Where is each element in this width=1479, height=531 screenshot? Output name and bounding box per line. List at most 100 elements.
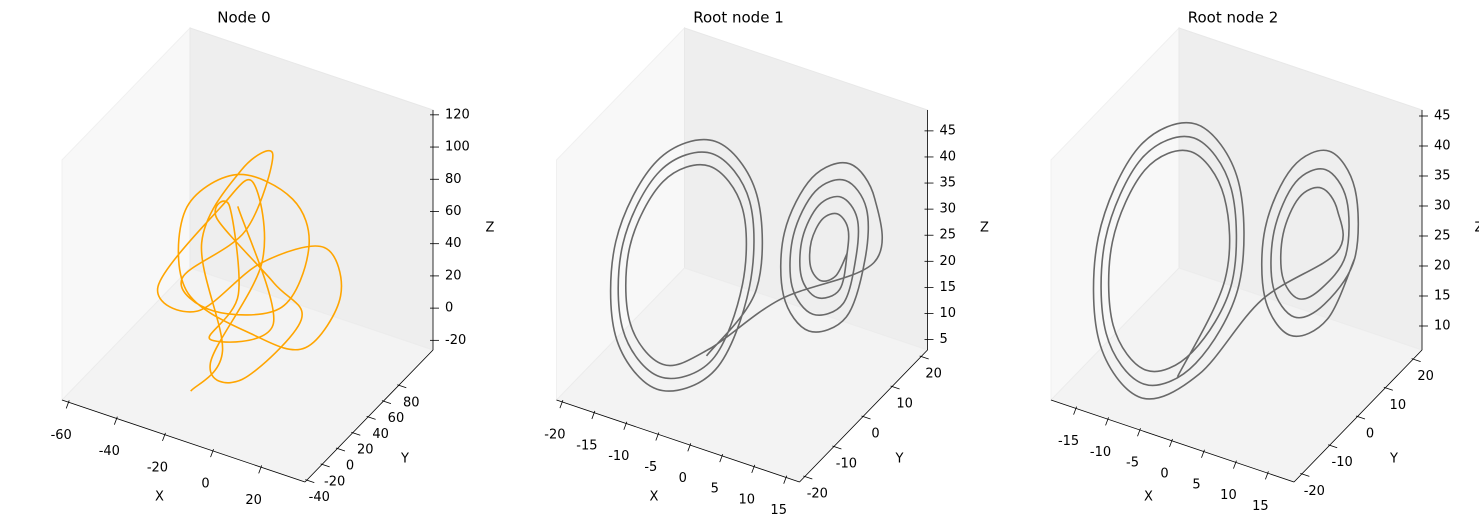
x-tick-label: -40 [99,444,120,459]
z-tick-label: 120 [445,107,470,122]
x-tick [1201,449,1205,458]
y-tick [832,445,842,450]
z-tick-label: 15 [940,280,957,295]
y-tick [919,355,929,360]
y-tick [351,431,361,436]
y-axis-label: Y [1389,452,1398,467]
x-axis-label: X [650,490,659,505]
x-tick [113,416,118,425]
z-tick-label: 15 [1434,289,1451,304]
x-tick [1169,438,1173,448]
y-tick [381,400,392,404]
y-tick [890,385,900,390]
y-tick [1355,415,1366,420]
y-tick [335,447,346,452]
z-tick-label: 80 [445,172,462,187]
y-tick-label: 0 [1366,427,1374,442]
z-tick-label: -20 [445,333,466,348]
y-tick-label: 10 [896,397,913,412]
y-tick-label: -10 [1332,455,1353,470]
x-tick [1233,460,1237,469]
x-axis [1050,399,1295,483]
x-tick [162,432,166,442]
x-tick [783,475,788,484]
x-tick-label: -15 [1058,434,1079,449]
x-tick [258,465,263,474]
x-tick-label: 20 [245,493,262,508]
z-tick-label: 30 [940,202,957,217]
y-tick-label: 0 [346,459,354,474]
trajectory [157,149,343,392]
y-tick-label: 20 [925,367,942,382]
y-axis [1293,349,1423,483]
y-tick-label: 20 [1417,369,1434,384]
y-tick [1383,386,1393,391]
x-tick-label: 5 [1192,477,1200,492]
y-tick [397,384,407,389]
x-tick [210,449,214,458]
z-tick-label: 35 [1434,169,1451,184]
y-tick [861,415,871,420]
y-tick-label: 0 [871,427,879,442]
z-tick-label: 40 [1434,139,1451,154]
z-tick-label: 35 [940,176,957,191]
x-tick-label: -15 [576,438,597,453]
x-tick-label: -20 [147,460,168,475]
panel: -20 -15 -10 -5 0 5 10 15 -20 -10 0 10 20 5 10 15 20 25 30 3… [544,9,989,519]
x-axis [61,399,306,483]
y-tick-label: -10 [836,457,857,472]
z-tick-label: 60 [445,204,462,219]
x-tick [1137,428,1141,437]
trajectory [1092,121,1360,400]
z-tick-label: 20 [940,254,957,269]
x-tick [559,400,564,409]
x-tick-label: 0 [201,477,209,492]
x-tick [751,464,756,474]
x-tick-label: 15 [770,503,787,518]
y-tick [803,475,813,480]
y-tick [305,479,315,484]
chart-title: Root node 2 [1188,9,1279,27]
y-tick [320,463,330,468]
x-tick-label: -10 [1090,445,1111,460]
x-tick-label: -10 [608,449,629,464]
x-tick-label: 15 [1252,499,1269,514]
panel: -15 -10 -5 0 5 10 15 -20 -10 0 10 20 10 15 20 25 30 35 40 4… [1050,9,1479,514]
trajectory [609,138,883,392]
y-tick-label: 10 [1390,398,1407,413]
x-tick [591,410,596,420]
y-axis [304,349,434,483]
z-tick-label: 25 [940,228,957,243]
y-axis [799,349,928,483]
y-tick-label: -20 [807,487,828,502]
y-tick-label: -40 [309,490,330,505]
x-axis-label: X [155,490,164,505]
z-tick-label: 20 [1434,259,1451,274]
x-tick-label: -5 [1126,456,1139,471]
y-tick-label: -20 [1304,484,1325,499]
z-tick-label: 10 [1434,319,1451,334]
chart-title: Root node 1 [693,9,784,27]
y-axis-label: Y [895,452,904,467]
z-tick-label: 25 [1434,229,1451,244]
chart-title: Node 0 [217,9,270,27]
x-tick-label: -20 [544,428,565,443]
x-tick [719,453,724,463]
y-tick-label: 80 [403,395,420,410]
y-tick [1300,473,1310,477]
x-tick [1073,406,1077,415]
z-tick-label: 0 [445,301,453,316]
y-tick [1328,444,1338,449]
x-tick [623,421,628,430]
x-tick [1265,471,1269,480]
z-tick-label: 10 [940,306,957,321]
z-tick-label: 30 [1434,199,1451,214]
x-tick-label: 10 [738,492,755,507]
z-tick-label: 40 [940,149,957,164]
z-tick-label: 40 [445,236,462,251]
x-tick [655,432,660,441]
y-tick-label: 20 [357,443,374,458]
y-tick-label: 60 [388,411,405,426]
